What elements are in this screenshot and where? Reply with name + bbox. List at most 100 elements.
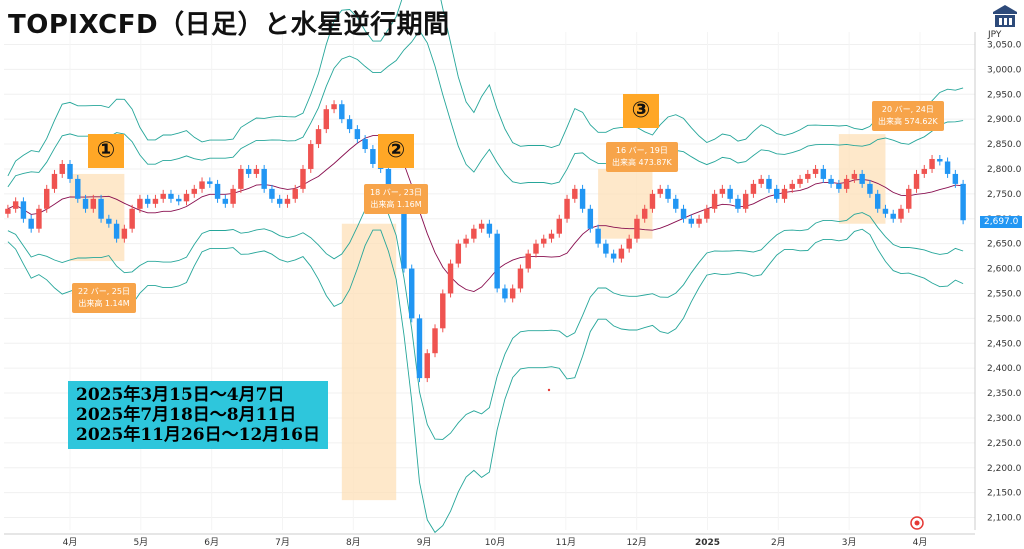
candle-body: [688, 218, 695, 224]
candle-body: [471, 228, 477, 239]
candle-body: [308, 144, 314, 169]
candle-body: [440, 293, 446, 329]
range-tag-volume: 出来高 1.16M: [370, 200, 422, 209]
x-tick-label: 12月: [626, 537, 646, 548]
candle-body: [238, 168, 244, 189]
retrograde-date-3: 2025年11月26日～12月16日: [76, 425, 320, 445]
candle-body: [432, 328, 438, 354]
candle-body: [541, 238, 547, 244]
candle-body: [634, 218, 640, 239]
candle-body: [766, 178, 772, 189]
candle-body: [502, 288, 508, 299]
candle-body: [641, 208, 648, 219]
candle-body: [409, 268, 415, 319]
candle-body: [587, 208, 594, 229]
range-tag-3: 16 バー, 19日 出来高 473.87K: [606, 142, 678, 172]
y-tick-label: 2,150.0: [987, 489, 1022, 499]
candle-body: [478, 223, 485, 229]
candle-body: [735, 198, 741, 209]
marker-1: ①: [88, 134, 124, 168]
candle-body: [447, 263, 454, 294]
candle-body: [882, 208, 889, 214]
x-tick-label: 8月: [346, 537, 361, 548]
candle-body: [952, 173, 959, 184]
candle-body: [253, 168, 260, 174]
candlesticks: [5, 100, 966, 383]
candle-body: [292, 188, 298, 199]
x-tick-label: 10月: [485, 537, 505, 548]
candle-body: [618, 248, 625, 259]
candle-body: [812, 168, 819, 174]
candle-body: [75, 178, 81, 199]
candle-body: [90, 198, 97, 209]
retrograde-period-area: [598, 168, 653, 239]
marker-3: ③: [623, 94, 659, 128]
site-logo-icon: [993, 5, 1017, 27]
candle-body: [245, 168, 252, 174]
candle-body: [12, 201, 19, 209]
grid: [4, 32, 975, 530]
candle-body: [176, 198, 182, 202]
candle-body: [696, 218, 702, 224]
candle-body: [906, 188, 912, 209]
record-icon-dot: [914, 520, 920, 526]
candle-body: [346, 119, 353, 130]
candle-body: [867, 183, 873, 194]
candle-body: [370, 149, 376, 164]
candle-body: [20, 201, 27, 219]
candle-body: [898, 208, 904, 219]
candle-body: [774, 188, 780, 199]
candle-body: [548, 233, 555, 239]
moving-average-line: [7, 135, 964, 292]
candle-body: [67, 163, 73, 179]
candle-body: [144, 198, 151, 204]
retrograde-date-2: 2025年7月18日～8月11日: [76, 405, 297, 425]
candle-body: [836, 183, 842, 189]
band-line: [7, 29, 964, 188]
y-tick-label: 2,600.0: [987, 265, 1022, 275]
x-tick-label: 2025: [695, 538, 720, 548]
candle-body: [626, 238, 632, 249]
candle-body: [36, 208, 42, 229]
candle-body: [416, 318, 423, 379]
candle-body: [214, 183, 221, 199]
candle-body: [781, 188, 788, 199]
current-price-badge: 2,697.0: [980, 216, 1023, 228]
range-tag-bars: 18 バー, 23日: [370, 188, 422, 197]
candle-body: [28, 218, 34, 229]
candle-body: [269, 188, 275, 199]
candle-body: [509, 288, 516, 299]
candle-body: [183, 193, 190, 202]
candle-body: [603, 243, 609, 254]
candle-body: [921, 168, 928, 174]
candle-body: [828, 178, 834, 184]
candle-body: [657, 188, 663, 194]
candle-body: [43, 188, 50, 209]
y-tick-label: 2,800.0: [987, 165, 1022, 175]
y-tick-label: 2,950.0: [987, 90, 1022, 100]
retrograde-period-area: [341, 223, 397, 501]
candle-body: [160, 193, 166, 199]
x-tick-label: 4月: [63, 537, 78, 548]
candle-body: [5, 208, 11, 214]
candle-body: [339, 104, 345, 120]
y-tick-label: 2,850.0: [987, 140, 1022, 150]
candle-body: [82, 198, 89, 209]
candle-body: [455, 243, 462, 264]
x-tick-label: 5月: [133, 537, 148, 548]
candle-body: [276, 198, 283, 204]
candle-body: [572, 188, 578, 199]
candle-body: [937, 158, 943, 162]
band-line: [7, 198, 964, 440]
range-tag-volume: 出来高 574.62K: [878, 117, 938, 126]
cursor-dot: [547, 388, 551, 392]
record-icon[interactable]: [910, 516, 924, 530]
range-tag-bars: 16 バー, 19日: [615, 146, 668, 155]
y-tick-label: 2,650.0: [987, 240, 1022, 250]
x-tick-label: 11月: [556, 537, 576, 548]
retrograde-dates-box: 2025年3月15日～4月7日 2025年7月18日～8月11日 2025年11…: [68, 381, 328, 449]
y-tick-label: 3,000.0: [987, 65, 1022, 75]
candle-body: [960, 183, 966, 221]
x-tick-label: 3月: [842, 537, 857, 548]
y-tick-label: 2,300.0: [987, 414, 1022, 424]
